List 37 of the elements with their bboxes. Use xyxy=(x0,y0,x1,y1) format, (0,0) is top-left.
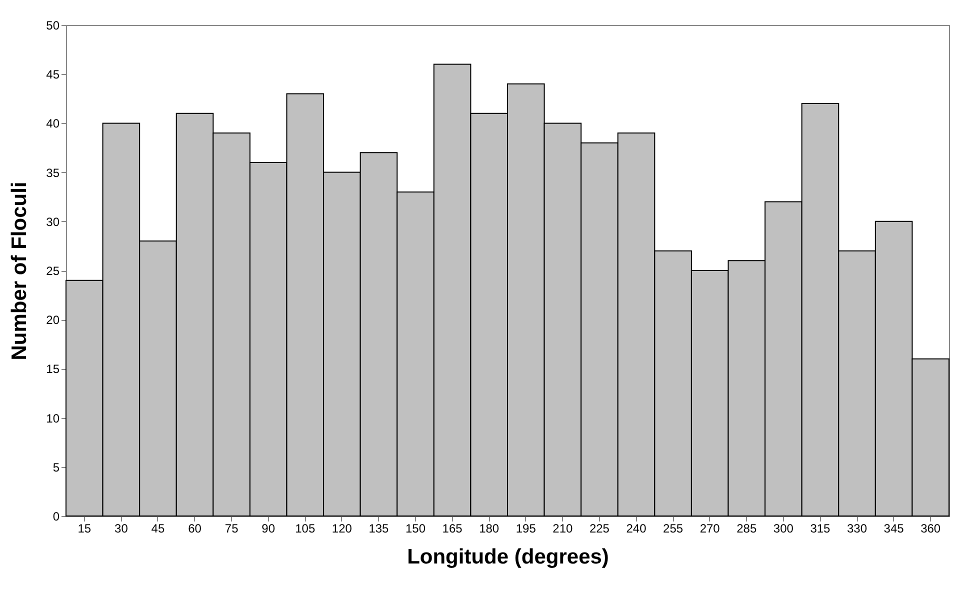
x-tick-label: 240 xyxy=(626,522,647,536)
x-tick-label: 345 xyxy=(884,522,904,536)
x-tick-label: 330 xyxy=(847,522,868,536)
x-axis-title: Longitude (degrees) xyxy=(407,546,609,568)
x-tick-label: 45 xyxy=(151,522,165,536)
y-tick-label: 5 xyxy=(52,460,60,474)
x-tick-label: 30 xyxy=(114,522,128,536)
x-tick-label: 105 xyxy=(295,522,316,536)
x-tick-label: 60 xyxy=(188,522,202,536)
y-tick-label: 10 xyxy=(46,411,60,426)
x-tick-label: 300 xyxy=(773,522,794,536)
y-tick-label: 30 xyxy=(46,214,60,229)
y-tick-label: 50 xyxy=(46,18,60,32)
x-tick-label: 90 xyxy=(262,522,276,536)
x-tick-label: 255 xyxy=(663,522,684,536)
x-tick-label: 210 xyxy=(552,522,574,536)
y-tick-label: 45 xyxy=(46,68,60,82)
x-tick-label: 225 xyxy=(589,522,610,536)
y-axis-title: Number of Floculi xyxy=(8,182,32,360)
x-tick-label: 195 xyxy=(516,522,536,536)
x-tick-label: 15 xyxy=(78,522,92,536)
y-tick-label: 35 xyxy=(46,166,60,180)
x-tick-label: 165 xyxy=(442,522,463,536)
x-tick-label: 135 xyxy=(368,522,390,536)
y-tick-label: 20 xyxy=(46,313,60,328)
x-tick-label: 285 xyxy=(736,522,757,536)
x-tick-label: 75 xyxy=(224,522,239,536)
x-tick-label: 315 xyxy=(810,522,831,536)
x-tick-label: 150 xyxy=(406,522,426,536)
x-tick-label: 270 xyxy=(700,522,720,536)
x-tick-label: 120 xyxy=(332,522,352,536)
x-tick-label: 180 xyxy=(479,522,500,536)
y-tick-label: 25 xyxy=(46,264,60,278)
y-tick-label: 15 xyxy=(46,362,60,376)
y-tick-label: 0 xyxy=(52,510,60,524)
y-tick-label: 40 xyxy=(46,116,60,131)
x-tick-label: 360 xyxy=(920,522,941,536)
